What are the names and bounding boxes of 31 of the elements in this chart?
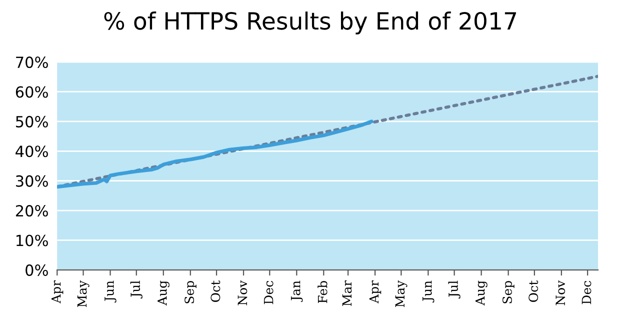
x-tick-label: Nov xyxy=(556,280,566,306)
y-tick-label: 60% xyxy=(16,86,48,98)
x-tick-label: Oct xyxy=(528,280,538,302)
y-tick-label: 30% xyxy=(16,175,48,187)
x-tick-label: Nov xyxy=(238,280,248,306)
x-tick-label: May xyxy=(395,280,408,308)
x-tick-label: Jan xyxy=(290,280,303,302)
x-tick-label: May xyxy=(77,280,90,308)
y-tick-label: 0% xyxy=(26,264,48,276)
chart-title: % of HTTPS Results by End of 2017 xyxy=(104,12,516,34)
x-tick-label: Feb xyxy=(318,280,328,304)
x-tick-label: Apr xyxy=(369,280,382,304)
x-tick-label: Oct xyxy=(210,280,220,302)
y-tick-label: 40% xyxy=(16,146,48,158)
x-tick-label: Aug xyxy=(158,280,170,306)
x-tick-label: Jun xyxy=(422,280,434,303)
x-tick-label: Sep xyxy=(502,280,514,304)
x-tick-label: Jul xyxy=(130,280,142,298)
line-series xyxy=(57,120,374,189)
x-tick-label: Dec xyxy=(264,280,274,304)
x-tick-label: Dec xyxy=(582,280,592,304)
x-tick-label: Jun xyxy=(104,280,116,303)
x-tick-label: Sep xyxy=(184,280,196,304)
x-tick-label: Aug xyxy=(475,280,488,306)
y-tick-label: 50% xyxy=(16,116,48,128)
x-tick-label: Jul xyxy=(448,280,460,298)
x-tick-label: Mar xyxy=(342,280,352,306)
x-tick-label: Apr xyxy=(51,280,64,304)
y-tick-label: 70% xyxy=(16,56,48,68)
y-tick-label: 10% xyxy=(16,234,48,246)
y-tick-label: 20% xyxy=(16,205,48,217)
